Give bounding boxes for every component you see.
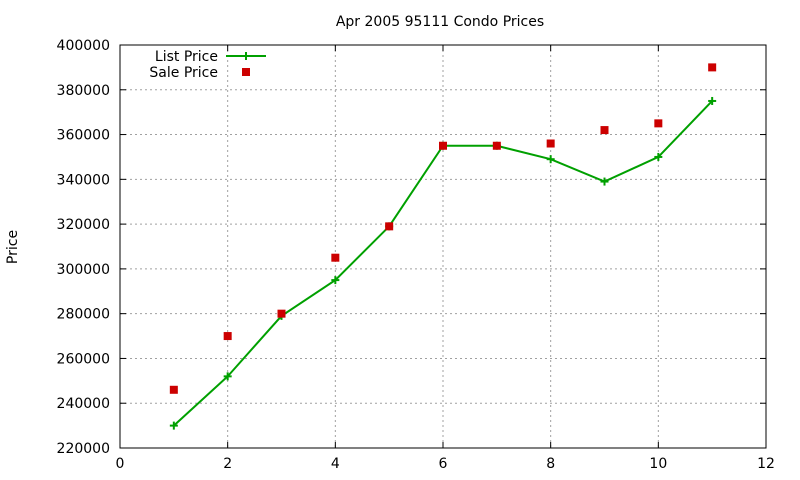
sale-price-point xyxy=(223,332,232,341)
y-tick-label: 340000 xyxy=(57,172,110,188)
grid-layer xyxy=(120,45,766,448)
y-tick-label: 400000 xyxy=(57,38,110,54)
sale-price-point xyxy=(546,139,555,148)
series-layer xyxy=(169,63,717,430)
sale-price-point xyxy=(492,141,501,150)
x-tick-label: 6 xyxy=(439,456,448,472)
sale-price-point xyxy=(385,222,394,231)
chart-title: Apr 2005 95111 Condo Prices xyxy=(336,14,544,30)
axes-layer: 0 2 4 6 8 10 12 220000 240000 260000 280000 300000 3… xyxy=(57,38,775,472)
list-price-point xyxy=(331,276,340,285)
series-2 xyxy=(169,63,717,394)
y-tick-label: 380000 xyxy=(57,83,110,99)
sale-price-point xyxy=(600,126,609,135)
y-tick-label: 240000 xyxy=(57,396,110,412)
y-tick-label: 260000 xyxy=(57,351,110,367)
y-axis-label: Price xyxy=(5,230,21,264)
x-tick-label: 2 xyxy=(223,456,232,472)
y-tick-label: 300000 xyxy=(57,262,110,278)
list-price-point xyxy=(654,152,663,161)
x-tick-label: 0 xyxy=(116,456,125,472)
y-tick-label: 360000 xyxy=(57,128,110,144)
x-tick-label: 4 xyxy=(331,456,340,472)
sale-price-point xyxy=(331,253,340,262)
x-tick-label: 10 xyxy=(649,456,667,472)
y-tick-label: 280000 xyxy=(57,307,110,323)
sale-price-point xyxy=(654,119,663,128)
legend-label: List Price xyxy=(155,49,218,65)
list-price-point xyxy=(708,96,717,105)
list-price-point xyxy=(169,421,178,430)
y-tick-label: 220000 xyxy=(57,441,110,457)
x-tick-label: 8 xyxy=(546,456,555,472)
x-tick-label: 12 xyxy=(757,456,775,472)
legend-label: Sale Price xyxy=(149,65,218,81)
sale-price-point xyxy=(439,141,447,150)
y-tick-label: 320000 xyxy=(57,217,110,233)
list-price-point xyxy=(546,155,555,164)
legend-square-marker xyxy=(242,68,250,76)
sale-price-point xyxy=(708,63,717,72)
legend-item-1: List Price xyxy=(155,49,266,65)
sale-price-point xyxy=(277,309,286,318)
list-price-point xyxy=(223,372,232,381)
sale-price-point xyxy=(169,385,178,394)
legend-item-2: Sale Price xyxy=(149,65,250,81)
legend-plus-marker xyxy=(242,52,250,60)
list-price-point xyxy=(600,177,609,186)
